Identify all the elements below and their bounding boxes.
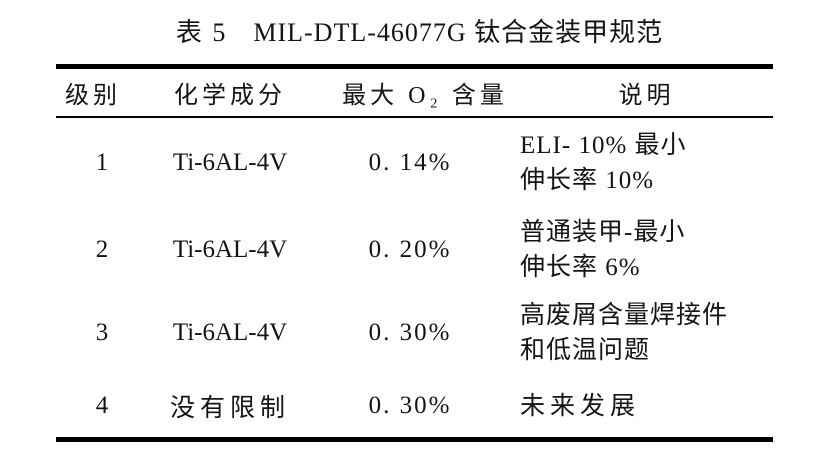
table-row: 4 没有限制 0. 30% 未来发展 [56, 375, 773, 437]
table-row: 1 Ti-6AL-4V 0. 14% ELI- 10% 最小 伸长率 10% [56, 118, 773, 208]
grade-cell: 2 [95, 235, 109, 263]
grade-cell: 1 [95, 149, 109, 176]
column-header-grade: 级别 [65, 83, 121, 109]
composition-cell: 没有限制 [169, 395, 290, 422]
max-o2-cell: 0. 14% [368, 149, 452, 176]
column-header-composition: 化学成分 [174, 83, 286, 109]
description-line: 普通装甲-最小 [520, 218, 686, 246]
description-line: 未来发展 [520, 392, 641, 420]
column-header-max-o2: 最大 O₂ 含量 [342, 83, 508, 109]
table-row: 2 Ti-6AL-4V 0. 20% 普通装甲-最小 伸长率 6% [56, 208, 773, 291]
grade-cell: 4 [95, 392, 109, 419]
max-o2-cell: 0. 30% [368, 392, 452, 419]
table-caption-title: MIL-DTL-46077G 钛合金装甲规范 [253, 18, 664, 47]
composition-cell: Ti-6AL-4V [172, 319, 288, 346]
description-cell: ELI- 10% 最小 伸长率 10% [520, 128, 773, 198]
column-header-description: 说明 [618, 83, 675, 109]
description-line: 和低温问题 [520, 337, 651, 364]
table-caption: 表 5 MIL-DTL-46077G 钛合金装甲规范 [0, 0, 839, 48]
description-line: 高废屑含量焊接件 [520, 302, 729, 329]
armor-spec-table: 级别 化学成分 最大 O₂ 含量 说明 1 Ti-6AL-4V 0. 14% E… [56, 64, 773, 442]
description-cell: 普通装甲-最小 伸长率 6% [520, 215, 773, 285]
grade-cell: 3 [95, 319, 109, 346]
table-header-row: 级别 化学成分 最大 O₂ 含量 说明 [56, 69, 773, 116]
description-cell: 高废屑含量焊接件 和低温问题 [520, 298, 773, 368]
table-caption-label: 表 5 [175, 18, 228, 47]
description-line: 伸长率 6% [520, 253, 641, 281]
table-header-rule [56, 116, 773, 118]
table-top-rule [56, 64, 773, 69]
description-line: 伸长率 10% [520, 167, 655, 194]
composition-cell: Ti-6AL-4V [172, 149, 288, 176]
max-o2-cell: 0. 20% [368, 235, 452, 263]
table-row: 3 Ti-6AL-4V 0. 30% 高废屑含量焊接件 和低温问题 [56, 291, 773, 375]
description-cell: 未来发展 [520, 389, 773, 424]
description-line: ELI- 10% 最小 [520, 132, 687, 159]
composition-cell: Ti-6AL-4V [172, 235, 288, 263]
table-bottom-rule [56, 437, 773, 442]
max-o2-cell: 0. 30% [368, 319, 452, 346]
